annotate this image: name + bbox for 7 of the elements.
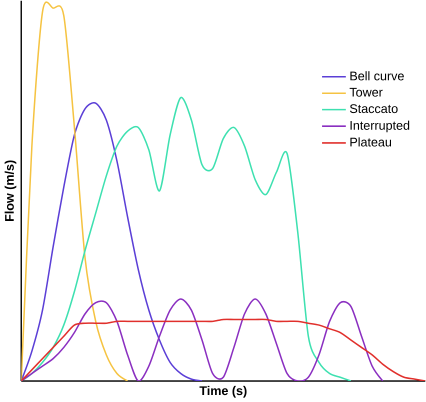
legend-label: Bell curve [350, 71, 404, 80]
legend-label: Staccato [350, 104, 398, 113]
legend-label: Interrupted [350, 120, 410, 132]
legend-label: Tower [350, 88, 383, 97]
x-axis-title: Time (s) [200, 386, 247, 398]
y-axis-title: Flow (m/s) [4, 160, 16, 221]
legend-label: Plateau [350, 137, 392, 146]
